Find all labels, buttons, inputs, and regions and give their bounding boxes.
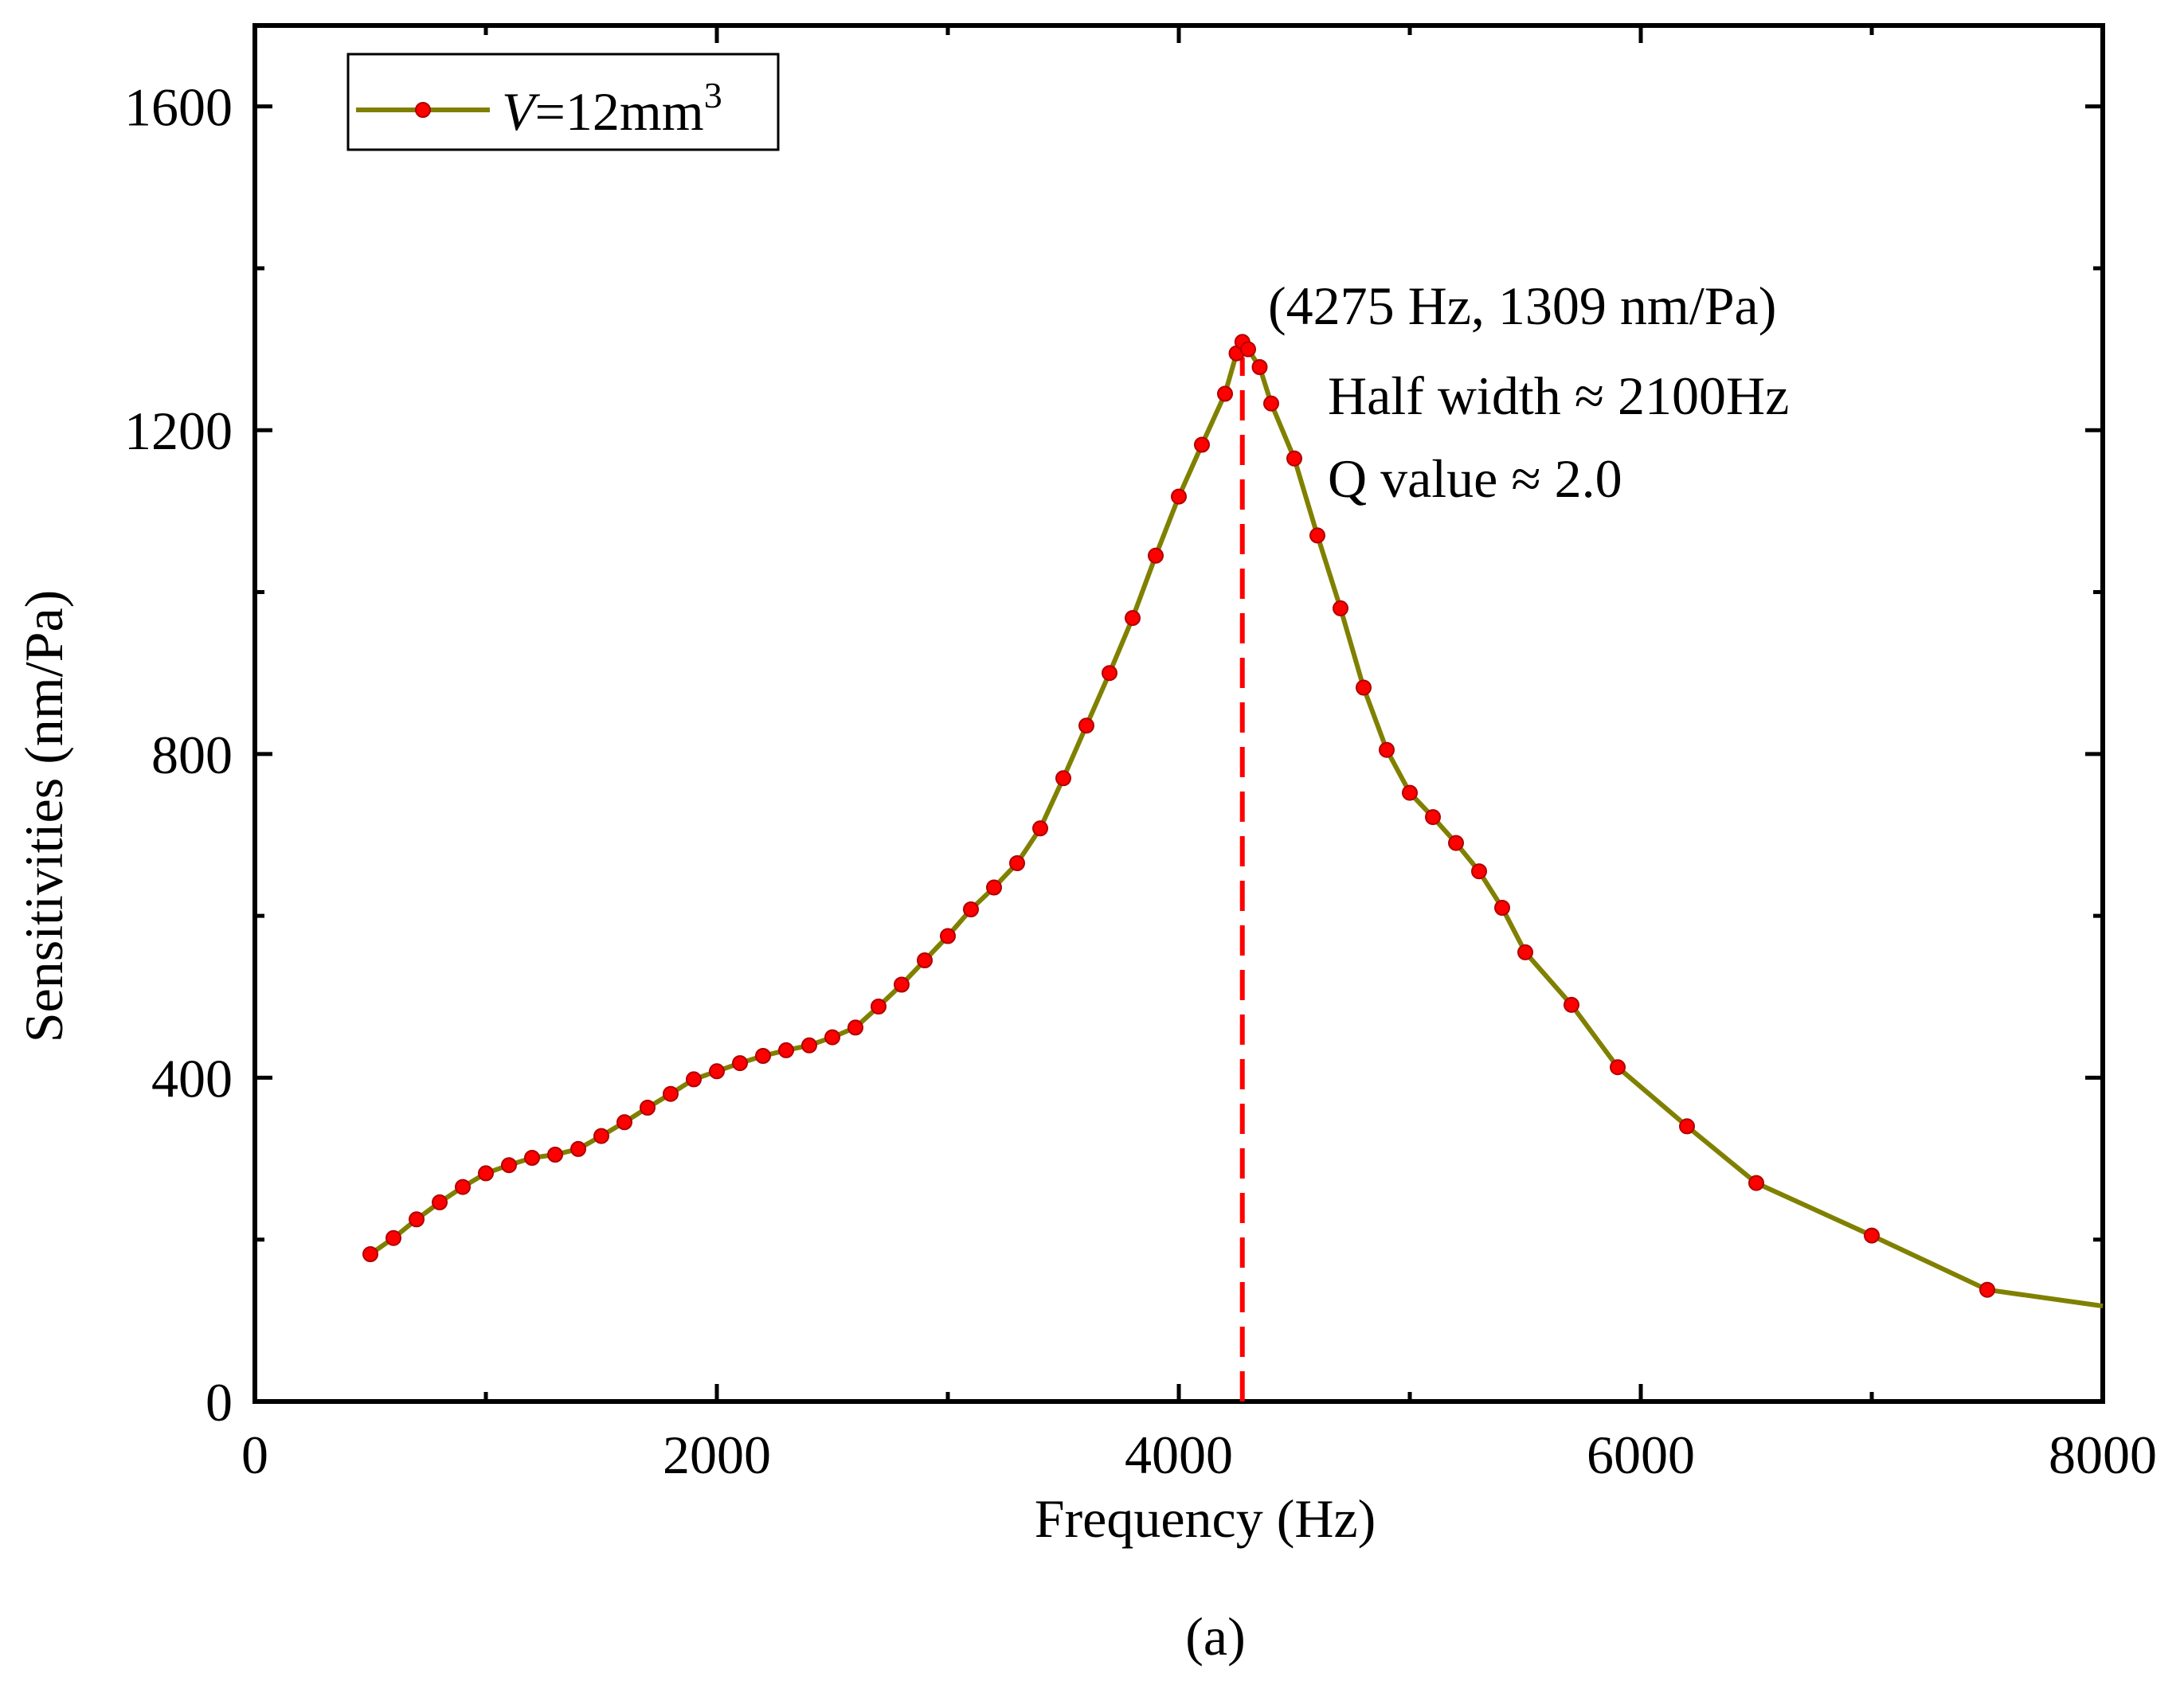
- data-point: [732, 1055, 748, 1072]
- data-point: [501, 1157, 517, 1174]
- data-point: [640, 1100, 656, 1116]
- data-point: [963, 901, 979, 917]
- data-point: [409, 1211, 425, 1228]
- data-point: [1379, 741, 1395, 758]
- x-axis-title: Frequency (Hz): [1035, 1488, 1376, 1549]
- figure-caption: (a): [1185, 1606, 1245, 1667]
- y-tick-label: 1600: [124, 77, 233, 138]
- data-point: [1979, 1281, 1995, 1298]
- data-point: [1610, 1059, 1626, 1076]
- peak-annotation: (4275 Hz, 1309 nm/Pa): [1268, 276, 1776, 336]
- data-point: [1032, 820, 1048, 837]
- x-tick-label: 4000: [1125, 1425, 1233, 1485]
- legend-label-var: V: [502, 81, 541, 142]
- data-point: [593, 1128, 609, 1144]
- data-point: [778, 1042, 794, 1058]
- data-point: [686, 1071, 702, 1088]
- data-point: [1194, 436, 1210, 453]
- data-point: [1356, 679, 1372, 696]
- data-point: [1864, 1227, 1880, 1244]
- data-point: [871, 999, 887, 1014]
- data-point: [524, 1150, 540, 1166]
- data-point: [1217, 385, 1233, 402]
- data-point: [547, 1147, 563, 1163]
- y-tick-label: 400: [151, 1048, 233, 1108]
- data-point: [1251, 359, 1268, 375]
- data-point: [894, 976, 910, 993]
- half-width-annotation: Half width ≈ 2100Hz: [1328, 366, 1789, 426]
- y-tick-label: 800: [151, 725, 233, 785]
- y-tick-label: 0: [205, 1372, 233, 1433]
- x-tick-label: 6000: [1587, 1425, 1695, 1485]
- data-point: [1286, 450, 1302, 467]
- markers-layer: [362, 334, 1995, 1298]
- data-point: [1517, 944, 1533, 960]
- axes-layer: 0 2000 4000 6000 8000 0 400 800 1200 1600: [124, 23, 2157, 1485]
- data-point: [801, 1037, 817, 1054]
- data-point: [1333, 600, 1348, 616]
- data-point: [1102, 665, 1117, 682]
- data-point: [663, 1085, 679, 1102]
- data-point: [1125, 610, 1141, 627]
- data-point: [917, 952, 933, 968]
- data-point: [432, 1194, 448, 1210]
- data-point: [1078, 717, 1094, 734]
- data-point: [1402, 784, 1418, 801]
- data-point: [616, 1114, 632, 1131]
- data-point: [1564, 996, 1579, 1013]
- data-point: [1748, 1175, 1764, 1191]
- data-point: [455, 1179, 471, 1195]
- x-tick-label: 2000: [663, 1425, 771, 1485]
- x-tick-label: 8000: [2049, 1425, 2157, 1485]
- data-point: [1240, 341, 1256, 358]
- data-point: [1494, 900, 1510, 916]
- y-axis-title: Sensitivities (nm/Pa): [14, 590, 74, 1043]
- data-point: [1263, 395, 1279, 412]
- data-point: [362, 1246, 378, 1262]
- legend-label: V=12mm3: [502, 75, 722, 142]
- legend: V=12mm3: [346, 53, 780, 151]
- legend-marker-sample: [415, 102, 431, 118]
- data-point: [570, 1140, 586, 1157]
- data-point: [478, 1165, 494, 1182]
- data-point: [847, 1019, 863, 1036]
- data-point: [1009, 855, 1025, 871]
- series-line: [369, 339, 2104, 1309]
- data-point: [940, 928, 956, 944]
- data-point: [1055, 770, 1071, 787]
- legend-box: [346, 53, 780, 151]
- legend-label-text: =12mm: [535, 81, 704, 142]
- data-point: [1148, 547, 1164, 564]
- series-layer: [369, 339, 2104, 1309]
- y-tick-label: 1200: [124, 401, 233, 461]
- data-point: [1425, 809, 1441, 826]
- data-point: [986, 879, 1002, 896]
- x-tick-label: 0: [241, 1425, 268, 1485]
- legend-label-sup: 3: [704, 75, 722, 115]
- data-point: [755, 1048, 771, 1064]
- data-point: [1471, 863, 1487, 880]
- data-point: [1171, 488, 1187, 505]
- data-point: [386, 1229, 401, 1246]
- q-value-annotation: Q value ≈ 2.0: [1328, 448, 1622, 509]
- data-point: [709, 1063, 725, 1080]
- data-point: [824, 1029, 840, 1046]
- data-point: [1448, 835, 1464, 851]
- data-point: [1679, 1118, 1695, 1135]
- data-point: [1309, 527, 1325, 544]
- plot-frame: [252, 23, 2105, 1404]
